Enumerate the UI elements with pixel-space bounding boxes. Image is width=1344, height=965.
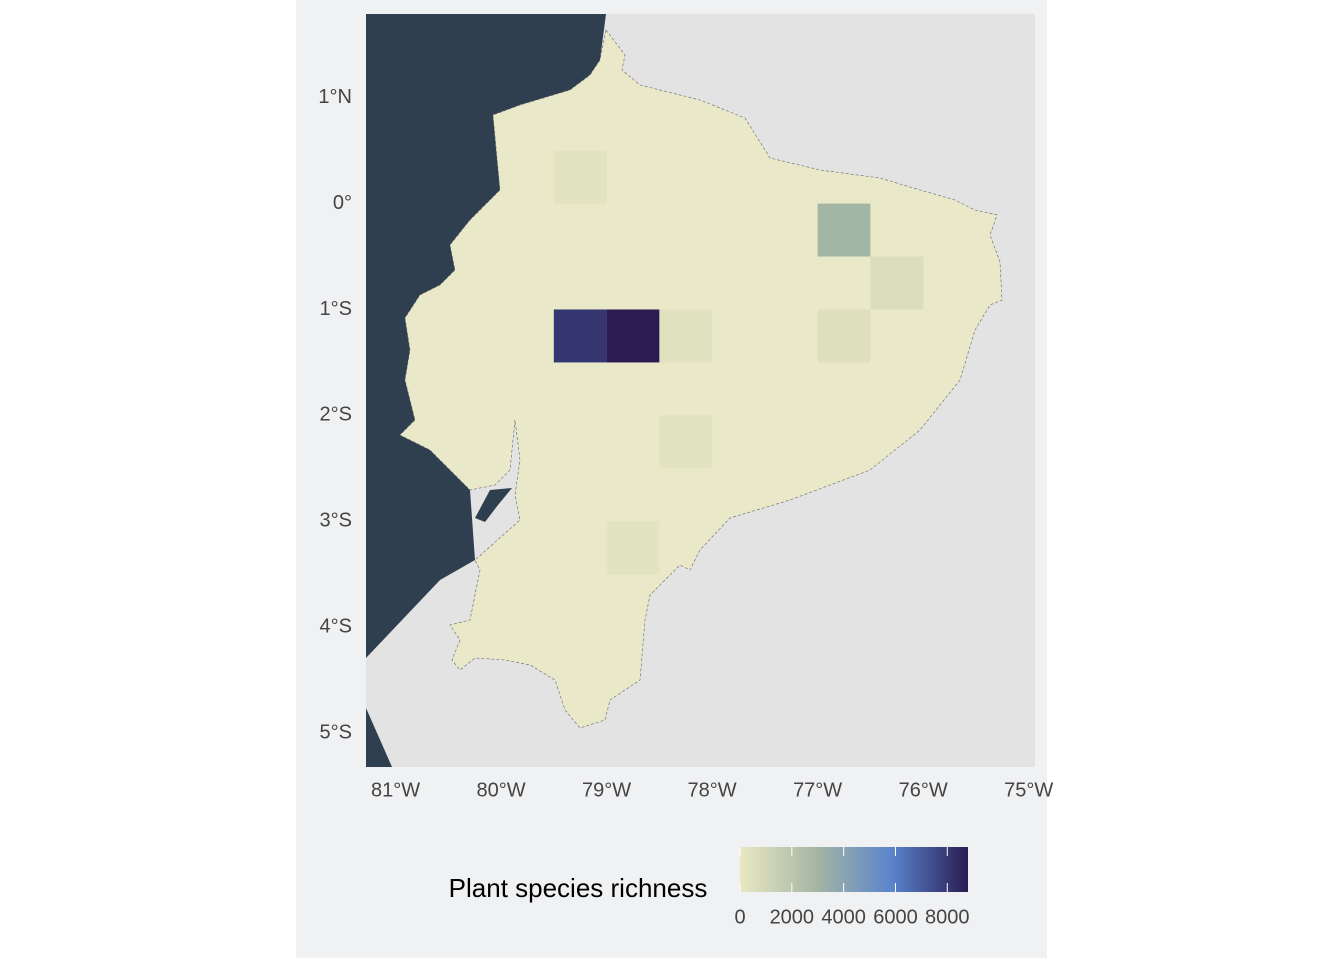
richness-cell xyxy=(659,309,713,363)
legend-tick-label: 4000 xyxy=(821,906,866,928)
x-tick-label: 81°W xyxy=(371,779,420,801)
x-tick-label: 80°W xyxy=(477,779,526,801)
x-tick-label: 78°W xyxy=(688,779,737,801)
y-tick-label: 2°S xyxy=(320,404,352,426)
y-tick-label: 3°S xyxy=(320,510,352,532)
y-tick-label: 1°S xyxy=(320,298,352,320)
richness-cell xyxy=(659,415,713,469)
x-tick-label: 79°W xyxy=(582,779,631,801)
x-tick-label: 76°W xyxy=(899,779,948,801)
legend-tick-label: 0 xyxy=(734,906,745,928)
richness-cell xyxy=(870,256,924,310)
ocean xyxy=(366,14,606,658)
richness-cell xyxy=(553,309,607,363)
legend-tick-label: 6000 xyxy=(873,906,918,928)
y-tick-label: 1°N xyxy=(318,86,352,108)
legend-colorbar xyxy=(740,847,968,892)
richness-cell xyxy=(817,309,871,363)
legend-tick-label: 2000 xyxy=(770,906,815,928)
island-water xyxy=(475,488,512,522)
richness-cell xyxy=(817,203,871,257)
y-tick-label: 5°S xyxy=(320,721,352,743)
legend-tick-label: 8000 xyxy=(925,906,970,928)
x-tick-label: 77°W xyxy=(793,779,842,801)
richness-cell xyxy=(606,521,660,575)
y-tick-label: 0° xyxy=(333,192,352,214)
ocean xyxy=(366,708,392,767)
legend-title: Plant species richness xyxy=(449,873,708,903)
y-tick-label: 4°S xyxy=(320,615,352,637)
x-tick-label: 75°W xyxy=(1004,779,1053,801)
richness-cell xyxy=(606,309,660,363)
richness-cell xyxy=(553,150,607,204)
